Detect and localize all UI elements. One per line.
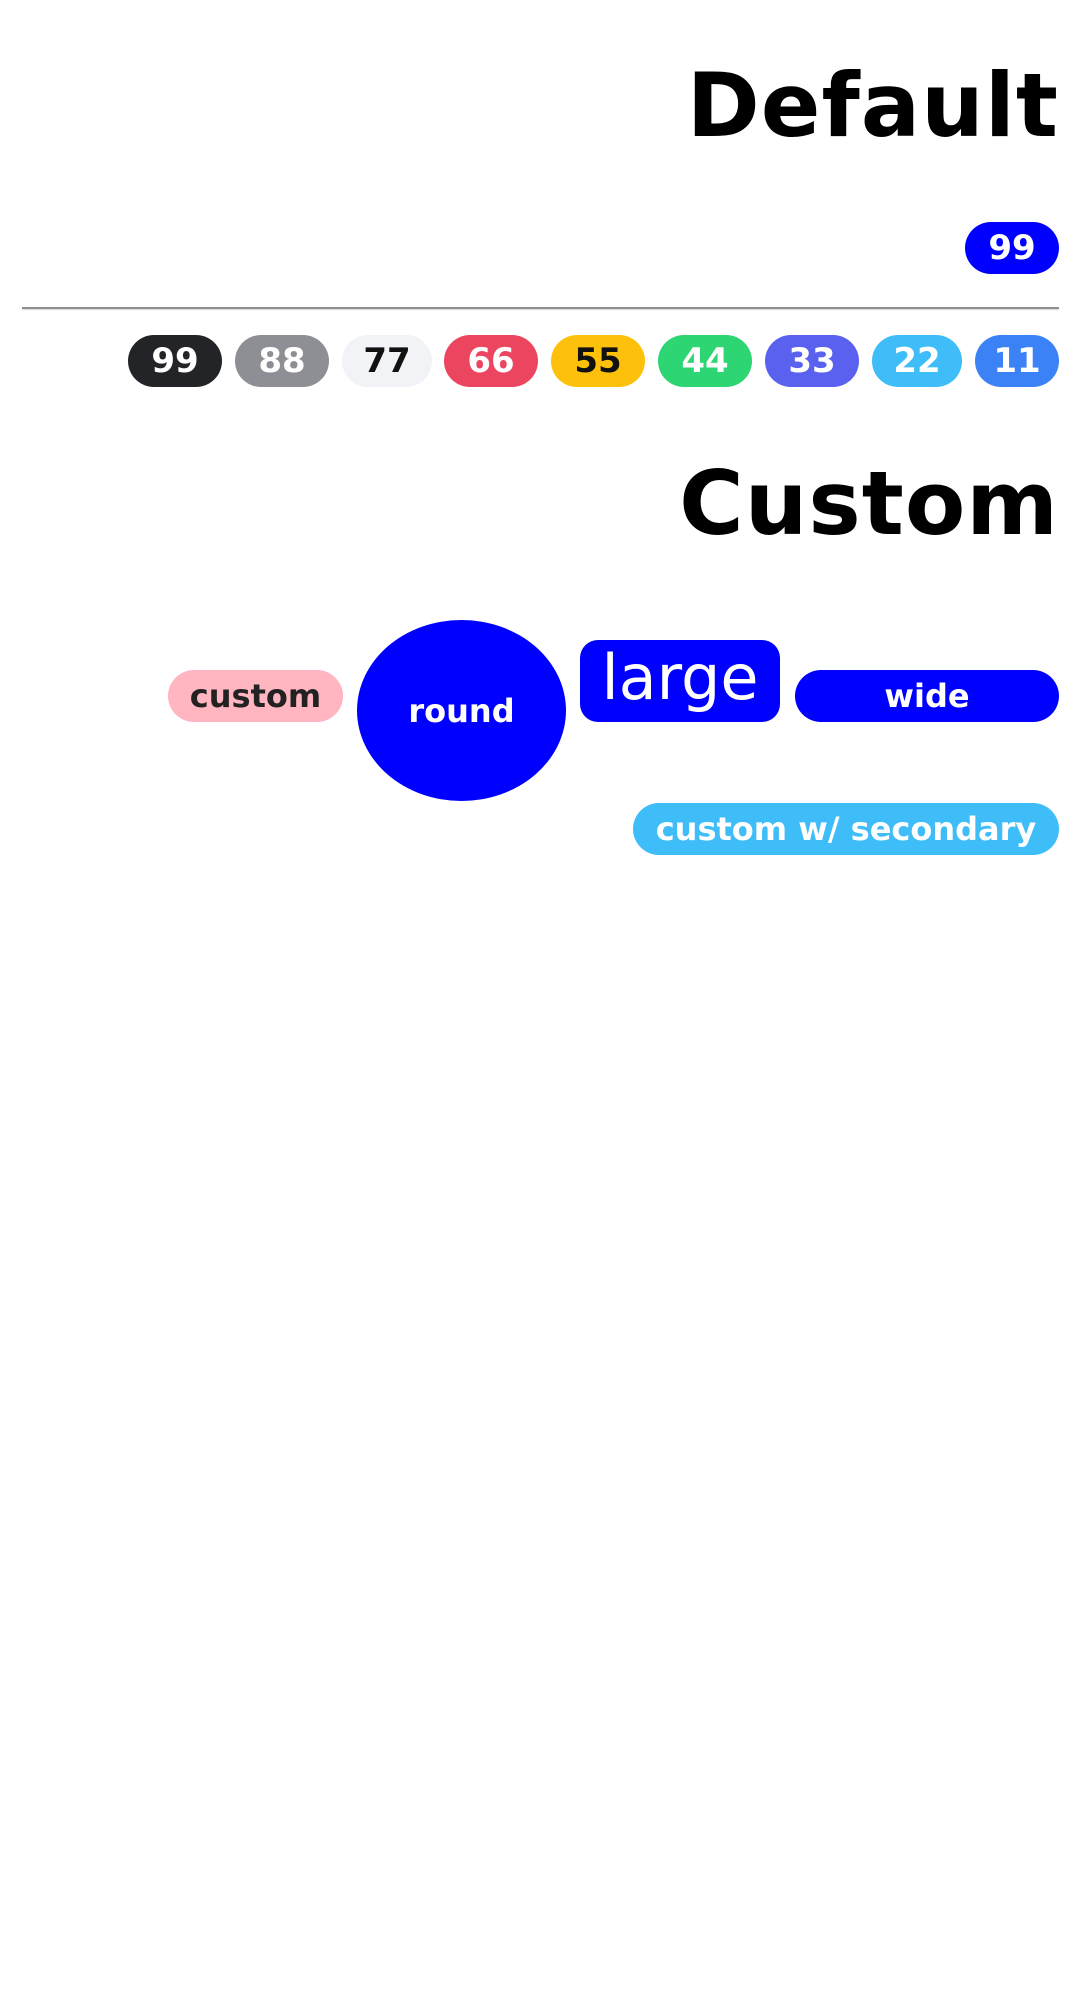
large-badge: large (580, 640, 780, 722)
badge-tertiary: 33 (765, 335, 859, 387)
default-badge: 99 (965, 222, 1059, 274)
badge-primary: 11 (975, 335, 1059, 387)
default-section-title: Default (686, 54, 1059, 157)
round-badge: round (357, 620, 566, 801)
section-divider (22, 307, 1059, 309)
custom-badge: custom (168, 670, 343, 722)
badge-success: 44 (658, 335, 752, 387)
custom-section-title: Custom (679, 452, 1059, 555)
custom-secondary-badge: custom w/ secondary (633, 803, 1059, 855)
badge-warning: 55 (551, 335, 645, 387)
badge-dark: 99 (128, 335, 222, 387)
badge-medium: 88 (235, 335, 329, 387)
wide-badge: wide (795, 670, 1059, 722)
badge-secondary: 22 (872, 335, 962, 387)
badge-danger: 66 (444, 335, 538, 387)
badge-light: 77 (342, 335, 432, 387)
